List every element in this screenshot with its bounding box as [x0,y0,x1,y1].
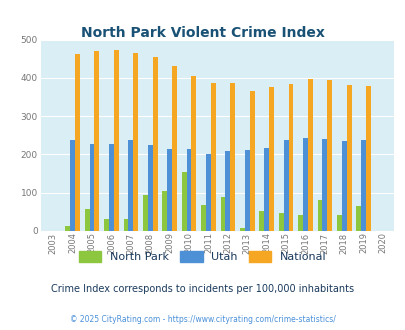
Bar [365,86,370,231]
Bar [162,191,167,231]
Bar [152,57,157,231]
Bar [220,197,225,231]
Bar [85,209,90,231]
Bar [278,214,283,231]
Bar [206,154,210,231]
Bar [210,83,215,231]
Bar [147,145,152,231]
Bar [269,87,273,231]
Bar [360,140,365,231]
Bar [341,142,346,231]
Bar [303,138,307,231]
Bar [283,140,288,231]
Text: © 2025 CityRating.com - https://www.cityrating.com/crime-statistics/: © 2025 CityRating.com - https://www.city… [70,315,335,324]
Bar [322,139,326,231]
Bar [288,84,293,231]
Bar [336,214,341,231]
Bar [186,149,191,231]
Bar [167,149,172,231]
Bar [113,50,118,231]
Text: North Park Violent Crime Index: North Park Violent Crime Index [81,26,324,40]
Bar [123,219,128,231]
Bar [128,140,133,231]
Bar [133,52,138,231]
Bar [225,150,230,231]
Bar [109,144,113,231]
Bar [70,140,75,231]
Bar [94,51,99,231]
Bar [143,195,147,231]
Bar [90,144,94,231]
Bar [104,219,109,231]
Bar [172,66,177,231]
Bar [239,228,244,231]
Bar [230,83,234,231]
Text: Crime Index corresponds to incidents per 100,000 inhabitants: Crime Index corresponds to incidents per… [51,284,354,294]
Bar [249,90,254,231]
Legend: North Park, Utah, National: North Park, Utah, National [75,247,330,267]
Bar [191,76,196,231]
Bar [346,85,351,231]
Bar [181,172,186,231]
Bar [317,200,322,231]
Bar [65,226,70,231]
Bar [326,80,331,231]
Bar [259,211,264,231]
Bar [264,148,269,231]
Bar [307,79,312,231]
Bar [298,215,303,231]
Bar [75,54,80,231]
Bar [244,150,249,231]
Bar [201,205,206,231]
Bar [356,206,360,231]
